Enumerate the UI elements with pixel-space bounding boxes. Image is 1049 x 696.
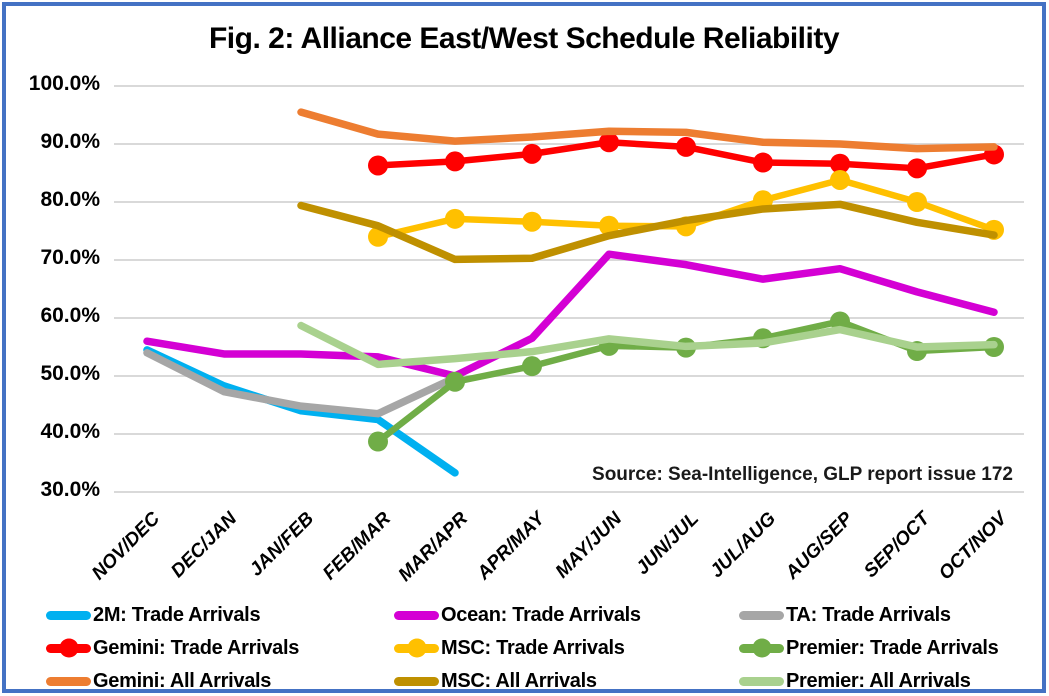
data-point-gemini-trade-arrivals	[445, 151, 465, 172]
legend-item-premier-trade-arrivals: Premier: Trade Arrivals	[739, 635, 999, 661]
legend-swatch	[46, 676, 91, 686]
legend-swatch	[394, 638, 439, 658]
data-point-msc-trade-arrivals	[830, 169, 850, 190]
data-point-msc-trade-arrivals	[445, 208, 465, 229]
legend-swatch	[394, 610, 439, 620]
data-point-gemini-trade-arrivals	[676, 136, 696, 157]
y-axis-tick-label: 70.0%	[40, 246, 100, 269]
chart-title: Fig. 2: Alliance East/West Schedule Reli…	[208, 22, 840, 55]
y-axis-tick-label: 60.0%	[40, 304, 100, 327]
legend-item-gemini-all-arrivals: Gemini: All Arrivals	[46, 668, 271, 694]
legend-marker-dot	[407, 638, 426, 658]
y-axis-tick-label: 90.0%	[40, 130, 100, 153]
legend-item-ta-trade-arrivals: TA: Trade Arrivals	[739, 602, 951, 628]
y-axis-tick-label: 80.0%	[40, 188, 100, 211]
series-line-ocean-trade-arrivals	[143, 250, 998, 380]
legend-item-gemini-trade-arrivals: Gemini: Trade Arrivals	[46, 635, 299, 661]
data-point-gemini-trade-arrivals	[907, 158, 927, 179]
data-point-premier-trade-arrivals	[445, 371, 465, 392]
data-point-msc-trade-arrivals	[522, 211, 542, 232]
legend-swatch	[46, 638, 91, 658]
data-point-premier-trade-arrivals	[368, 431, 388, 452]
legend-swatch	[394, 676, 439, 686]
data-point-gemini-trade-arrivals	[522, 143, 542, 164]
y-axis-tick-label: 100.0%	[28, 72, 100, 95]
legend-label: 2M: Trade Arrivals	[93, 603, 261, 626]
series-line-msc-all-arrivals	[297, 200, 998, 264]
data-point-msc-trade-arrivals	[599, 215, 619, 236]
series-line-2m-trade-arrivals	[143, 346, 459, 477]
legend-label: MSC: All Arrivals	[441, 669, 597, 692]
legend-label: MSC: Trade Arrivals	[441, 636, 625, 659]
series-line-ta-trade-arrivals	[143, 349, 459, 418]
data-point-gemini-trade-arrivals	[753, 152, 773, 173]
series-line-gemini-all-arrivals	[297, 108, 998, 153]
plot-area	[114, 85, 1024, 493]
legend-label: Premier: All Arrivals	[786, 669, 971, 692]
data-point-premier-trade-arrivals	[522, 356, 542, 377]
legend-label: Ocean: Trade Arrivals	[441, 603, 641, 626]
source-note: Source: Sea-Intelligence, GLP report iss…	[592, 464, 1013, 485]
y-axis-tick-label: 50.0%	[40, 362, 100, 385]
legend-marker-dot	[752, 638, 771, 658]
data-point-gemini-trade-arrivals	[599, 132, 619, 153]
legend-marker-dot	[59, 638, 78, 658]
legend-item-msc-all-arrivals: MSC: All Arrivals	[394, 668, 597, 694]
data-point-msc-trade-arrivals	[907, 192, 927, 212]
data-point-gemini-trade-arrivals	[368, 155, 388, 176]
legend-swatch	[46, 610, 91, 620]
legend-item-ocean-trade-arrivals: Ocean: Trade Arrivals	[394, 602, 641, 628]
legend-label: Premier: Trade Arrivals	[786, 636, 999, 659]
legend-swatch	[739, 676, 784, 686]
legend-swatch	[739, 638, 784, 658]
legend-swatch	[739, 610, 784, 620]
y-axis-tick-label: 30.0%	[40, 478, 100, 501]
y-axis-tick-label: 40.0%	[40, 420, 100, 443]
legend-item-msc-trade-arrivals: MSC: Trade Arrivals	[394, 635, 625, 661]
series-line-premier-all-arrivals	[297, 321, 998, 369]
legend-label: Gemini: All Arrivals	[93, 669, 272, 692]
legend-label: Gemini: Trade Arrivals	[93, 636, 300, 659]
legend-label: TA: Trade Arrivals	[786, 603, 951, 626]
legend-item-2m-trade-arrivals: 2M: Trade Arrivals	[46, 602, 261, 628]
legend-item-premier-all-arrivals: Premier: All Arrivals	[739, 668, 971, 694]
data-point-gemini-trade-arrivals	[830, 153, 850, 174]
data-point-premier-trade-arrivals	[830, 311, 850, 332]
